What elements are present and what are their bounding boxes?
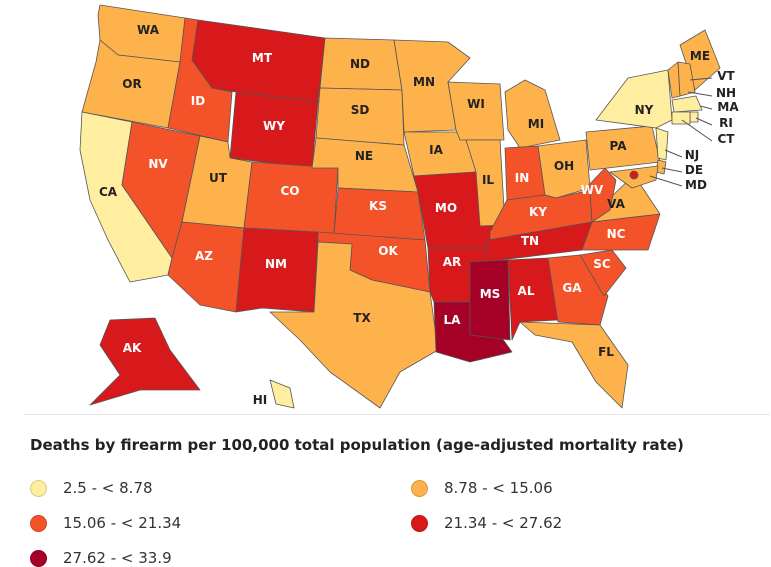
state-label-co: CO [280,184,299,198]
state-label-nc: NC [607,227,626,241]
state-label-nd: ND [350,57,370,71]
state-label-ia: IA [429,143,443,157]
state-label-de: DE [685,163,703,177]
state-label-me: ME [690,49,710,63]
legend-label: 8.78 - < 15.06 [444,479,553,497]
state-mi[interactable] [504,79,561,149]
state-ks[interactable] [333,187,426,241]
state-nm[interactable] [235,227,319,313]
state-label-fl: FL [598,345,614,359]
state-label-tn: TN [521,234,539,248]
state-nc[interactable] [581,213,661,251]
state-label-ky: KY [529,205,547,219]
state-label-wi: WI [467,97,485,111]
state-label-tx: TX [353,311,371,325]
state-label-id: ID [191,94,205,108]
legend-swatch [30,549,47,567]
state-label-mt: MT [252,51,273,65]
state-label-ny: NY [635,103,654,117]
us-state-map: WA OR CA ID NV MT WY UT AZ CO NM ND SD NE KS OK TX MN IA MO… [79,4,739,409]
state-nh[interactable] [677,61,696,97]
state-label-ma: MA [717,100,739,114]
state-label-nj: NJ [685,148,700,162]
state-il[interactable] [465,139,506,227]
state-tx[interactable] [269,241,439,409]
state-ri[interactable] [689,111,699,123]
state-label-al: AL [518,284,535,298]
state-label-va: VA [607,197,625,211]
legend-divider [24,414,770,415]
state-label-ok: OK [378,244,398,258]
state-label-la: LA [444,313,462,327]
state-ms[interactable] [469,259,511,341]
state-label-ak: AK [123,341,142,355]
state-label-oh: OH [554,159,574,173]
state-hi[interactable] [269,379,295,409]
state-wi[interactable] [447,81,505,141]
state-ct[interactable] [671,111,691,125]
state-label-wv: WV [581,183,604,197]
state-label-ne: NE [355,149,373,163]
state-label-or: OR [122,77,141,91]
state-label-hi: HI [253,393,268,407]
state-label-vt: VT [717,69,735,83]
legend-item-bin-4: 21.34 - < 27.62 [411,514,562,532]
legend-item-bin-2: 8.78 - < 15.06 [411,479,553,497]
state-ga[interactable] [547,254,609,326]
state-label-ri: RI [719,116,733,130]
state-label-in: IN [515,171,530,185]
state-label-wy: WY [263,119,285,133]
legend-swatch [30,479,47,497]
state-label-ks: KS [369,199,387,213]
state-label-il: IL [482,173,494,187]
state-dc[interactable] [629,170,639,180]
state-label-sc: SC [593,257,611,271]
state-label-ut: UT [209,171,228,185]
state-label-nh: NH [716,86,736,100]
legend-label: 15.06 - < 21.34 [63,514,182,532]
state-sc[interactable] [579,249,627,297]
legend-swatch [30,514,47,532]
state-az[interactable] [167,221,245,313]
legend-swatch [411,479,428,497]
state-label-pa: PA [610,139,628,153]
state-label-ar: AR [443,255,462,269]
legend-label: 21.34 - < 27.62 [444,514,563,532]
state-ma[interactable] [671,95,703,113]
legend-item-bin-1: 2.5 - < 8.78 [30,479,153,497]
legend-item-bin-5: 27.62 - < 33.9 [30,549,172,567]
legend-swatch [411,514,428,532]
state-ak[interactable] [89,317,201,406]
state-label-mo: MO [435,201,457,215]
state-fl[interactable] [519,321,629,409]
state-label-az: AZ [195,249,213,263]
state-label-sd: SD [351,103,370,117]
state-co[interactable] [243,161,339,235]
state-ny[interactable] [595,69,673,129]
state-label-nv: NV [148,157,168,171]
legend-item-bin-3: 15.06 - < 21.34 [30,514,181,532]
label-leader-lines [649,77,713,187]
state-al[interactable] [507,257,559,341]
legend-label: 2.5 - < 8.78 [63,479,153,497]
state-label-md: MD [685,178,707,192]
state-label-wa: WA [137,23,160,37]
state-label-ct: CT [718,132,736,146]
legend-title: Deaths by firearm per 100,000 total popu… [30,436,684,454]
state-label-ms: MS [480,287,501,301]
state-label-ca: CA [99,185,118,199]
state-nj[interactable] [655,127,669,161]
state-label-nm: NM [265,257,287,271]
state-label-ga: GA [562,281,582,295]
state-oh[interactable] [537,139,591,199]
state-label-mn: MN [413,75,435,89]
state-label-mi: MI [528,117,544,131]
legend-label: 27.62 - < 33.9 [63,549,172,567]
